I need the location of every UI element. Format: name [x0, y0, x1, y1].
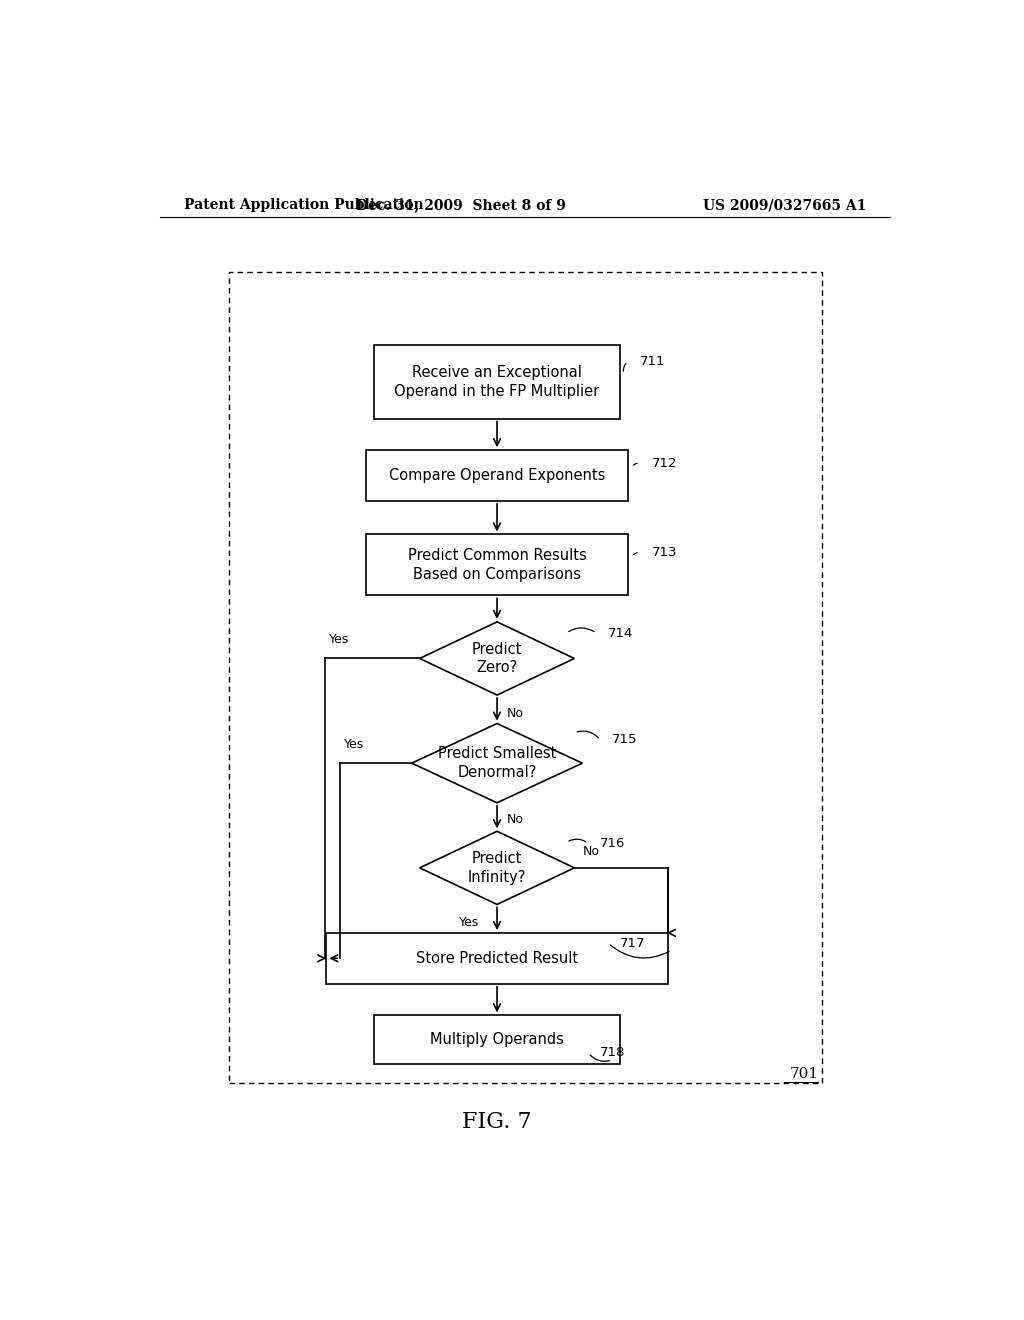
Text: No: No	[507, 813, 523, 825]
Text: 718: 718	[600, 1047, 626, 1060]
Text: Receive an Exceptional
Operand in the FP Multiplier: Receive an Exceptional Operand in the FP…	[394, 366, 600, 399]
Text: No: No	[507, 706, 523, 719]
Polygon shape	[420, 832, 574, 904]
Text: 715: 715	[612, 734, 638, 746]
Text: Predict Smallest
Denormal?: Predict Smallest Denormal?	[438, 746, 556, 780]
Polygon shape	[412, 723, 583, 803]
Text: US 2009/0327665 A1: US 2009/0327665 A1	[702, 198, 866, 213]
Bar	[327, 933, 668, 983]
Text: Predict Common Results
Based on Comparisons: Predict Common Results Based on Comparis…	[408, 548, 587, 582]
Text: FIG. 7: FIG. 7	[462, 1111, 531, 1133]
Text: 711: 711	[640, 355, 666, 368]
Text: 712: 712	[652, 457, 677, 470]
Text: Yes: Yes	[459, 916, 479, 929]
Bar	[367, 535, 628, 595]
Text: No: No	[583, 845, 599, 858]
Text: Dec. 31, 2009  Sheet 8 of 9: Dec. 31, 2009 Sheet 8 of 9	[356, 198, 566, 213]
Text: 713: 713	[652, 546, 677, 560]
Text: Yes: Yes	[344, 738, 365, 751]
Text: Yes: Yes	[329, 634, 349, 647]
Text: Patent Application Publication: Patent Application Publication	[183, 198, 423, 213]
Bar	[374, 1015, 621, 1064]
Text: 701: 701	[790, 1068, 818, 1081]
Text: Predict
Zero?: Predict Zero?	[472, 642, 522, 676]
Text: 716: 716	[600, 837, 626, 850]
Bar	[367, 450, 628, 500]
Polygon shape	[420, 622, 574, 696]
Text: Predict
Infinity?: Predict Infinity?	[468, 851, 526, 884]
Text: Store Predicted Result: Store Predicted Result	[416, 950, 579, 966]
Text: Multiply Operands: Multiply Operands	[430, 1032, 564, 1047]
Bar	[374, 346, 621, 418]
Text: 717: 717	[620, 937, 645, 949]
Text: 714: 714	[608, 627, 634, 640]
Text: Compare Operand Exponents: Compare Operand Exponents	[389, 469, 605, 483]
Bar	[228, 272, 822, 1084]
